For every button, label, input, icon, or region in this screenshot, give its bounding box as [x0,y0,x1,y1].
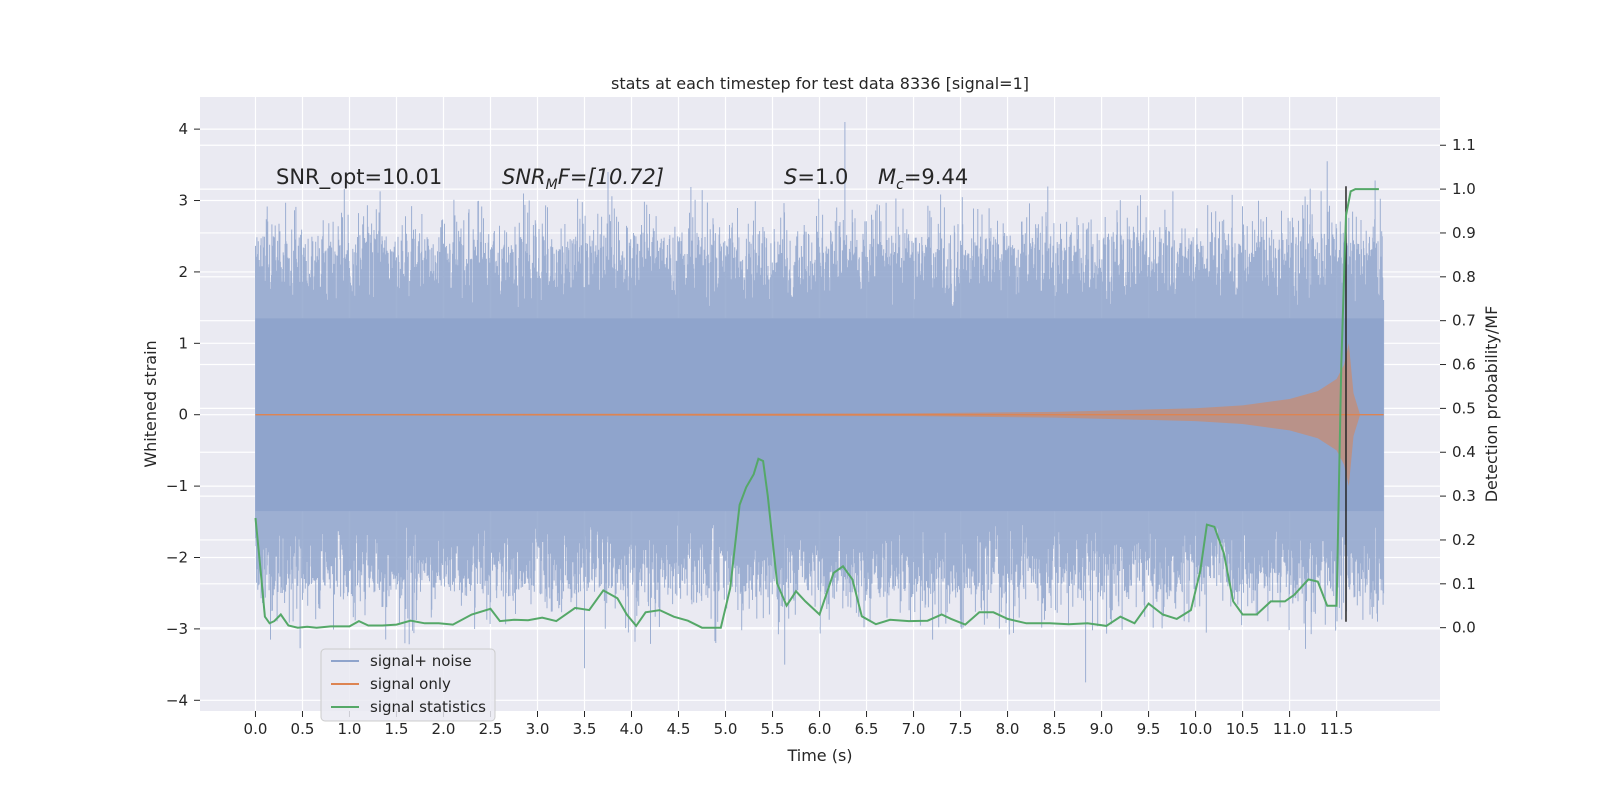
annotation-snr-mf: SNRMF=[10.72] [502,165,664,193]
y-tick-label: −4 [166,691,188,709]
y2-tick-label: 0.6 [1452,356,1476,374]
y2-tick-label: 1.1 [1452,136,1476,154]
x-tick-label: 3.0 [526,720,550,738]
legend-label-signal-only: signal only [370,675,451,693]
x-tick-label: 7.5 [949,720,973,738]
x-tick-label: 11.5 [1320,720,1353,738]
x-axis: 0.0 0.5 1.0 1.5 2.0 2.5 3.0 3.5 4.0 4.5 5.0 5.5 6.0 6… [244,711,1353,738]
y2-tick-label: 0.7 [1452,312,1476,330]
y-tick-label: −3 [166,620,188,638]
y2-tick-label: 0.4 [1452,443,1476,461]
x-tick-label: 7.0 [902,720,926,738]
x-tick-label: 4.0 [620,720,644,738]
y2-tick-label: 0.5 [1452,399,1476,417]
y2-tick-label: 0.0 [1452,619,1476,637]
y-tick-label: −1 [166,477,188,495]
legend-label-signal-statistics: signal statistics [370,698,486,716]
y-tick-label: 2 [178,263,188,281]
y-tick-label: 3 [178,192,188,210]
y2-tick-label: 0.1 [1452,575,1476,593]
x-axis-label: Time (s) [786,746,852,765]
x-tick-label: 6.0 [808,720,832,738]
x-tick-label: 9.5 [1137,720,1161,738]
y2-tick-label: 1.0 [1452,180,1476,198]
y-axis-label: Whitened strain [141,340,160,467]
annotation-mc-sub: c [896,177,904,193]
annotation-mc-main: M [878,165,896,189]
x-tick-label: 2.5 [479,720,503,738]
x-tick-label: 6.5 [855,720,879,738]
legend-box [320,648,496,722]
y2-tick-label: 0.3 [1452,487,1476,505]
x-tick-label: 1.0 [338,720,362,738]
y-tick-label: −2 [166,549,188,567]
y2-axis: 1.1 1.0 0.9 0.8 0.7 0.6 0.5 0.4 0.3 0.2 0.1 0.0 [1440,136,1476,637]
x-tick-label: 5.5 [761,720,785,738]
annotation-mc-rest: =9.44 [904,165,968,189]
annotation-snr-mf-sub: M [546,177,558,193]
annotation-snr-opt: SNR_opt=10.01 [276,165,442,190]
chart-title: stats at each timestep for test data 833… [611,74,1029,93]
annotation-snr-mf-rest: F=[10.72] [558,165,664,189]
series-signal-statistics [254,188,1379,629]
x-tick-label: 0.0 [244,720,268,738]
y2-axis-label: Detection probability/MF [1482,306,1501,503]
x-tick-label: 1.5 [385,720,409,738]
x-tick-label: 8.0 [996,720,1020,738]
y-tick-label: 4 [178,120,188,138]
x-tick-label: 10.0 [1179,720,1212,738]
x-tick-label: 5.0 [714,720,738,738]
annotation-s-rest: =1.0 [797,165,848,189]
legend: signal+ noise signal only signal statist… [320,648,496,722]
x-tick-label: 2.0 [432,720,456,738]
y-tick-label: 0 [178,406,188,424]
y-tick-label: 1 [178,334,188,352]
x-tick-label: 0.5 [291,720,315,738]
x-tick-label: 8.5 [1043,720,1067,738]
annotation-mc: Mc=9.44 [878,165,968,193]
x-tick-label: 4.5 [667,720,691,738]
series-layer [254,122,1385,683]
annotation-s: S=1.0 [784,165,848,189]
y2-tick-label: 0.9 [1452,224,1476,242]
y-axis: 4 3 2 1 0 −1 −2 −3 −4 [166,120,200,709]
legend-label-signal-noise: signal+ noise [370,652,472,670]
x-tick-label: 9.0 [1090,720,1114,738]
annotation-s-main: S [784,165,797,189]
x-tick-label: 11.0 [1273,720,1306,738]
y2-tick-label: 0.2 [1452,531,1476,549]
x-tick-label: 10.5 [1226,720,1259,738]
x-tick-label: 3.5 [573,720,597,738]
y2-tick-label: 0.8 [1452,268,1476,286]
annotation-snr-mf-main: SNR [502,165,546,189]
